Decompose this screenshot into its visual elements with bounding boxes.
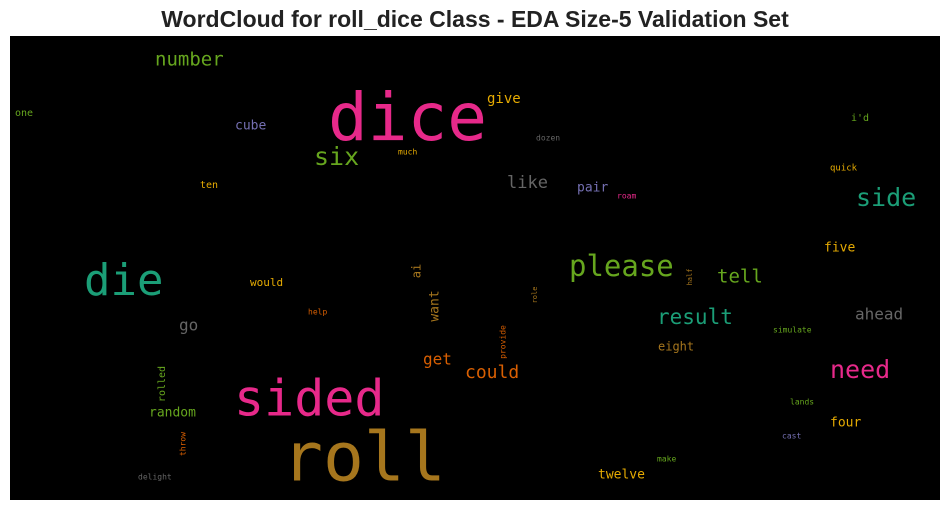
word: help [308, 308, 327, 317]
word: result [657, 305, 733, 329]
word: please [569, 249, 674, 283]
word: roam [617, 192, 636, 201]
word: number [155, 49, 224, 71]
word: four [830, 416, 861, 431]
cloud-background [10, 36, 940, 500]
word: cast [782, 432, 801, 441]
word: get [423, 350, 452, 369]
word: would [250, 276, 283, 289]
word: pair [577, 181, 608, 196]
word: eight [658, 340, 694, 354]
word: six [314, 142, 359, 171]
word: dozen [536, 134, 560, 143]
word: simulate [773, 326, 812, 335]
word: cube [235, 119, 266, 134]
word: delight [138, 473, 172, 482]
word: want [428, 290, 443, 321]
word: tell [717, 266, 763, 288]
word: go [179, 316, 198, 335]
word: one [15, 108, 33, 119]
word: quick [830, 164, 858, 174]
chart-title: WordCloud for roll_dice Class - EDA Size… [161, 6, 789, 32]
word: roll [282, 419, 446, 498]
word: could [465, 362, 519, 383]
word: random [149, 406, 196, 421]
word: rolled [157, 366, 168, 402]
word: dice [328, 79, 487, 156]
word: side [856, 183, 916, 212]
word: half [686, 269, 694, 286]
word: make [657, 455, 676, 464]
word: much [398, 148, 417, 157]
word: five [824, 241, 855, 256]
word: ten [200, 180, 218, 191]
word: ahead [855, 305, 903, 324]
word: i'd [851, 113, 869, 124]
word: twelve [598, 468, 645, 483]
word: role [531, 287, 539, 304]
word: provide [499, 325, 508, 359]
word: lands [790, 398, 814, 407]
word: like [507, 173, 548, 193]
word: give [487, 91, 521, 107]
word: ai [410, 264, 424, 278]
word: need [830, 355, 890, 384]
word: throw [179, 432, 188, 456]
word: sided [234, 370, 385, 428]
word: die [84, 255, 163, 306]
